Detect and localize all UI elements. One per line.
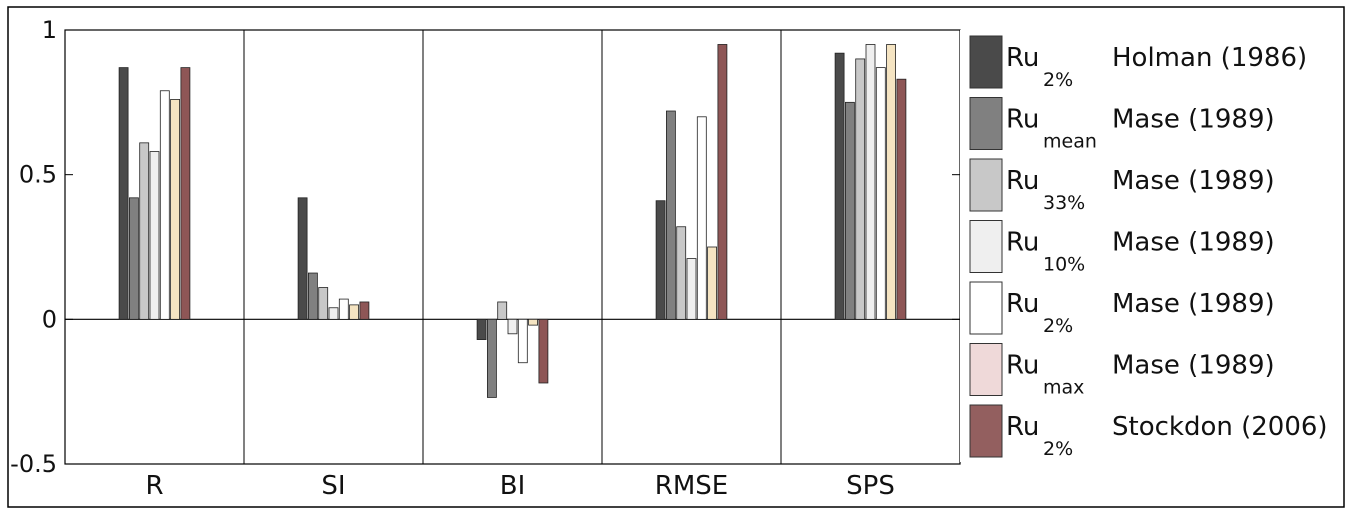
legend-subscript: 2% [1043,315,1073,337]
bar-r-series-7 [180,67,191,320]
bar-rmse-series-1 [655,200,666,320]
bar-si-series-7 [359,301,370,320]
bar-si-series-1 [297,197,308,320]
bar-sps-series-6 [886,44,896,320]
bar-bi-series-4 [507,318,518,335]
bar-r-series-6 [170,99,181,320]
bar-si-series-4 [328,307,339,320]
bar-si-series-2 [307,272,318,320]
legend-symbol: Ru [1006,289,1039,319]
legend-subscript: 2% [1043,69,1073,91]
legend-label: Mase (1989) [1112,228,1275,258]
y-tick-label: 0 [42,305,57,333]
x-axis: R SI BI RMSE SPS [145,471,894,501]
bar-r-series-5 [159,90,170,320]
legend-swatch [969,281,1003,335]
legend-subscript: 33% [1043,192,1085,214]
legend-swatch [969,158,1003,212]
bar-rmse-series-3 [676,226,687,320]
category-dividers [243,30,782,464]
bar-sps-series-2 [845,101,855,320]
legend-item: Ru2% Stockdon (2006) [969,404,1328,460]
bar-si-series-6 [349,304,360,320]
bar-sps-series-4 [865,44,876,320]
bar-sps-series-7 [896,78,907,320]
bar-si-series-3 [318,287,329,320]
legend-swatch [969,35,1003,89]
bar-bi-series-7 [538,318,549,384]
x-tick-label: BI [500,471,526,501]
legend-swatch [969,343,1003,396]
x-tick-label: SPS [846,471,895,501]
bar-bi-series-1 [476,318,487,340]
legend-item: Ru2% Mase (1989) [969,281,1275,337]
legend-item: Ru2% Holman (1986) [969,35,1307,91]
bar-rmse-series-7 [717,44,728,320]
legend-symbol: Ru [1006,228,1039,258]
bar-series [118,44,907,398]
legend-label: Stockdon (2006) [1112,412,1328,442]
legend-swatch [969,404,1003,458]
bar-rmse-series-5 [696,116,707,320]
bar-rmse-series-4 [686,258,697,320]
x-tick-label: RMSE [655,471,728,501]
y-axis: -0.5 0 0.5 1 [10,16,960,478]
y-tick-label: 0.5 [19,161,57,189]
bar-rmse-series-6 [707,246,717,320]
legend-swatch [969,220,1003,273]
plot-frame [64,29,961,465]
legend-symbol: Ru [1006,166,1039,196]
legend-label: Holman (1986) [1112,43,1307,73]
bar-bi-series-2 [486,318,497,398]
y-tick-label: -0.5 [10,450,57,478]
legend-swatch [969,97,1003,150]
bar-r-series-3 [139,142,150,320]
bar-r-series-2 [128,197,139,320]
legend-symbol: Ru [1006,412,1039,442]
legend-symbol: Ru [1006,105,1039,135]
y-tick-label: 1 [42,16,57,44]
bar-si-series-5 [338,298,349,320]
legend-label: Mase (1989) [1112,166,1275,196]
legend-subscript: mean [1043,131,1097,153]
outer-frame [7,6,1345,508]
bar-bi-series-5 [517,318,528,364]
bar-sps-series-3 [855,58,866,320]
legend-label: Mase (1989) [1112,289,1275,319]
legend-subscript: max [1043,377,1084,399]
bar-sps-series-5 [875,67,886,320]
legend-box [960,30,1342,462]
bar-r-series-4 [149,151,160,320]
legend-subscript: 10% [1043,254,1085,276]
bar-bi-series-3 [497,301,508,320]
x-tick-label: SI [321,471,345,501]
legend-symbol: Ru [1006,351,1039,381]
legend-symbol: Ru [1006,43,1039,73]
bar-sps-series-1 [834,52,845,320]
bar-rmse-series-2 [666,110,676,320]
legend-label: Mase (1989) [1112,351,1275,381]
legend-label: Mase (1989) [1112,105,1275,135]
x-tick-label: R [145,471,163,501]
legend-subscript: 2% [1043,438,1073,460]
bar-r-series-1 [118,67,129,320]
bar-bi-series-6 [528,318,538,326]
